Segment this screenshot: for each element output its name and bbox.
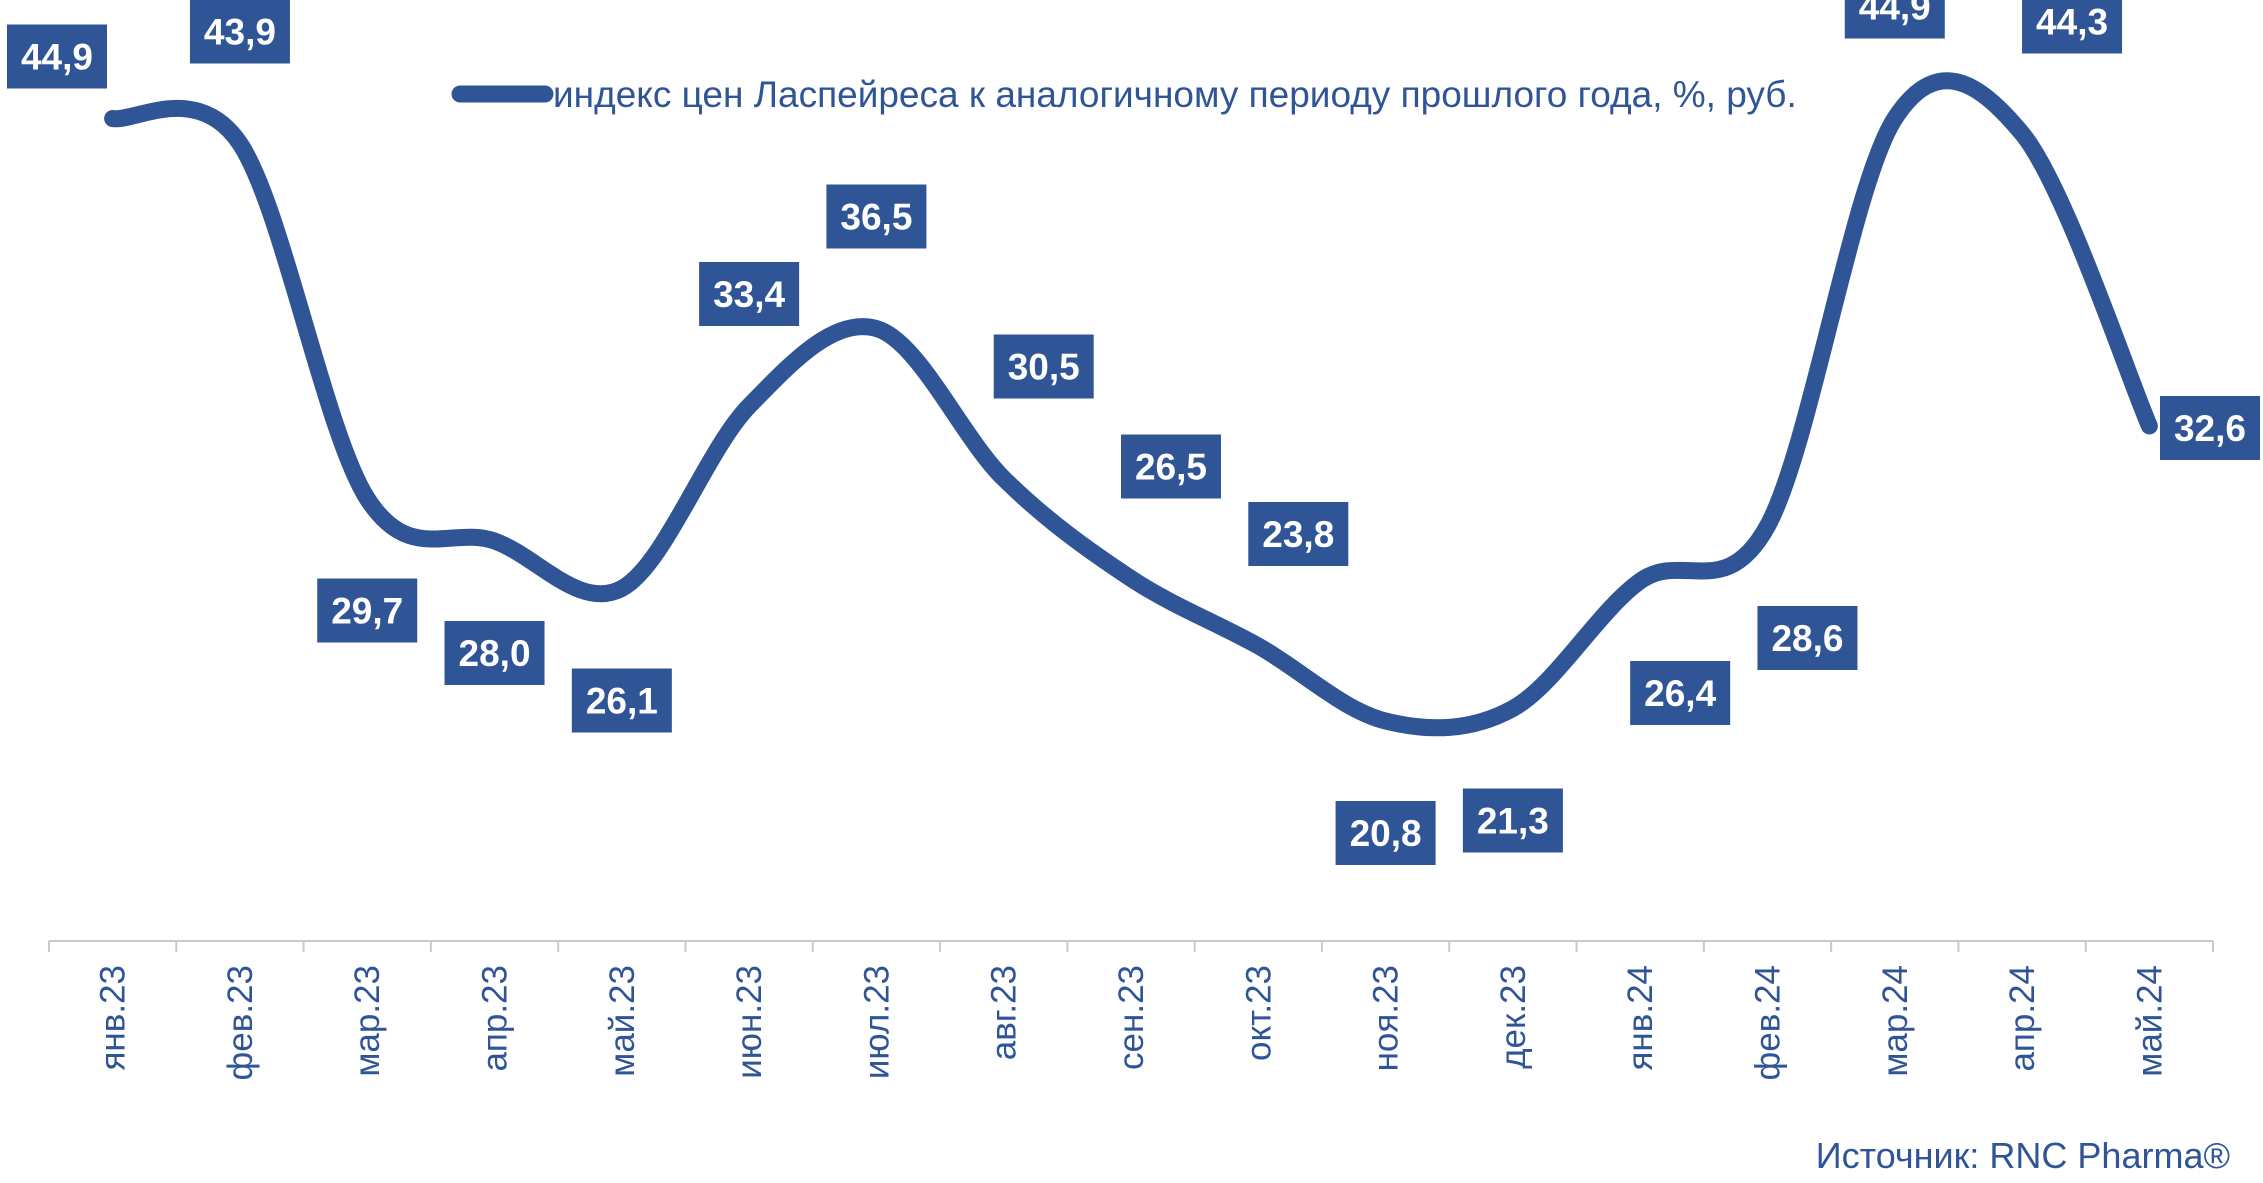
x-tick-label: фев.24 xyxy=(1748,965,1787,1081)
data-label-value: 26,5 xyxy=(1135,447,1207,488)
data-label-box xyxy=(571,668,672,733)
data-label-value: 28,6 xyxy=(1771,618,1843,659)
data-label-value: 26,4 xyxy=(1644,673,1716,714)
x-tick-label: июн.23 xyxy=(730,965,769,1079)
data-label: 32,6 xyxy=(2160,396,2260,460)
data-label: 28,0 xyxy=(444,621,545,685)
data-label-box xyxy=(1757,606,1858,670)
x-axis-ticks xyxy=(48,941,2214,952)
data-label-box xyxy=(2160,396,2260,460)
data-label: 20,8 xyxy=(1335,801,1436,865)
data-label: 26,4 xyxy=(1630,661,1731,725)
x-tick-label: июл.23 xyxy=(857,965,896,1079)
legend-label: индекс цен Ласпейреса к аналогичному пер… xyxy=(553,74,1797,115)
data-label: 44,9 xyxy=(1844,0,1945,39)
x-tick-label: мар.23 xyxy=(348,965,387,1077)
data-label-box xyxy=(1335,801,1436,865)
data-label-box xyxy=(1462,788,1563,853)
series-group xyxy=(104,72,2158,737)
data-label-value: 26,1 xyxy=(586,681,658,722)
x-tick-label: авг.23 xyxy=(985,965,1024,1060)
x-tick-label: ноя.23 xyxy=(1367,965,1406,1071)
data-label-box xyxy=(826,184,927,249)
data-label-value: 20,8 xyxy=(1350,813,1422,854)
data-label-box xyxy=(444,621,545,685)
data-label: 26,5 xyxy=(1121,434,1221,499)
data-label: 30,5 xyxy=(993,334,1094,399)
x-tick-label: апр.24 xyxy=(2003,965,2042,1072)
data-label-value: 36,5 xyxy=(840,197,912,238)
data-label-value: 23,8 xyxy=(1262,514,1334,555)
data-labels: 44,9 43,9 29,7 28,0 26,1 33,4 36,5 30,5 26,5 23,8… xyxy=(7,0,2260,865)
data-label: 44,9 xyxy=(7,24,107,89)
data-label-box xyxy=(1630,661,1731,725)
data-label-box xyxy=(993,334,1094,399)
legend: индекс цен Ласпейреса к аналогичному пер… xyxy=(451,74,1797,115)
data-label-box xyxy=(1121,434,1221,499)
source-note: Источник: RNC Pharma® xyxy=(1816,1135,2230,1176)
data-label-box xyxy=(1844,0,1945,39)
data-label: 29,7 xyxy=(317,578,418,643)
data-label-value: 44,9 xyxy=(1859,0,1931,28)
data-label-value: 30,5 xyxy=(1008,347,1080,388)
data-label-value: 21,3 xyxy=(1477,801,1549,842)
data-label-box xyxy=(699,262,800,326)
data-label-box xyxy=(189,0,290,64)
data-label-value: 43,9 xyxy=(204,12,276,53)
x-tick-label: янв.23 xyxy=(94,965,133,1071)
x-tick-label: янв.24 xyxy=(1621,965,1660,1071)
data-label: 43,9 xyxy=(189,0,290,64)
data-label-box xyxy=(317,578,418,643)
data-label-value: 44,3 xyxy=(2036,2,2108,43)
data-label: 36,5 xyxy=(826,184,927,249)
data-label: 23,8 xyxy=(1248,502,1349,566)
data-label-value: 28,0 xyxy=(459,633,531,674)
x-tick-label: дек.23 xyxy=(1494,965,1533,1069)
data-label-value: 44,9 xyxy=(21,37,93,78)
x-axis-tick-labels: янв.23 фев.23 мар.23 апр.23 май.23 июн.23 июл.… xyxy=(94,965,2170,1081)
data-label-value: 33,4 xyxy=(713,274,785,315)
data-label: 21,3 xyxy=(1462,788,1563,853)
data-label-value: 29,7 xyxy=(331,591,403,632)
data-label: 44,3 xyxy=(2022,0,2123,54)
data-label: 33,4 xyxy=(699,262,800,326)
x-tick-label: мар.24 xyxy=(1876,965,1915,1077)
data-label: 26,1 xyxy=(571,668,672,733)
data-label-box xyxy=(2022,0,2123,54)
x-tick-label: май.24 xyxy=(2130,965,2169,1077)
data-label-box xyxy=(1248,502,1349,566)
x-tick-label: окт.23 xyxy=(1239,965,1278,1061)
x-tick-label: апр.23 xyxy=(476,965,515,1072)
data-label: 28,6 xyxy=(1757,606,1858,670)
series-line xyxy=(104,72,2158,737)
data-label-box xyxy=(7,24,107,89)
x-tick-label: сен.23 xyxy=(1112,965,1151,1070)
x-tick-label: фев.23 xyxy=(221,965,260,1081)
x-tick-label: май.23 xyxy=(603,965,642,1077)
data-label-value: 32,6 xyxy=(2174,408,2246,449)
